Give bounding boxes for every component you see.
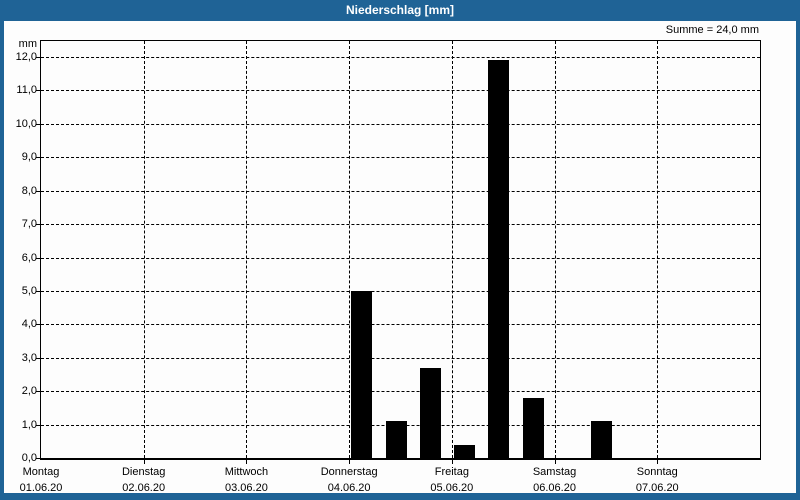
x-axis-tick bbox=[349, 460, 351, 464]
window-title: Niederschlag [mm] bbox=[345, 3, 455, 17]
x-axis-date-label: 06.06.20 bbox=[533, 482, 576, 494]
window-titlebar: Niederschlag [mm] bbox=[0, 0, 800, 21]
horizontal-gridline bbox=[41, 90, 760, 92]
y-axis-tick bbox=[36, 57, 41, 58]
vertical-gridline bbox=[246, 41, 248, 458]
precipitation-bar bbox=[591, 421, 613, 458]
y-axis-tick-label: 1,0 bbox=[21, 418, 37, 431]
precipitation-bar bbox=[385, 421, 407, 458]
y-axis-tick-label: 2,0 bbox=[21, 385, 37, 398]
y-axis-tick bbox=[36, 290, 41, 292]
precipitation-bar bbox=[454, 444, 476, 458]
vertical-gridline bbox=[657, 41, 659, 458]
y-axis-tick bbox=[36, 324, 41, 326]
x-axis-day-label: Dienstag bbox=[121, 466, 166, 478]
y-axis-tick-label: 3,0 bbox=[21, 351, 37, 364]
precipitation-bar bbox=[522, 397, 544, 458]
x-axis-tick bbox=[451, 460, 453, 464]
x-axis-date-label: 05.06.20 bbox=[430, 482, 474, 494]
y-axis-tick-label: 5,0 bbox=[21, 284, 37, 297]
x-axis-day-label: Mittwoch bbox=[224, 466, 269, 478]
y-axis-tick bbox=[36, 224, 41, 226]
horizontal-gridline bbox=[41, 357, 760, 359]
y-axis-tick bbox=[36, 357, 41, 359]
horizontal-gridline bbox=[41, 190, 760, 192]
window-border-left bbox=[0, 21, 4, 500]
y-axis-tick bbox=[36, 391, 41, 393]
vertical-gridline bbox=[143, 41, 145, 458]
horizontal-gridline bbox=[41, 57, 760, 58]
y-axis-tick-label: 0,0 bbox=[21, 452, 37, 464]
x-axis-day-label: Montag bbox=[22, 466, 60, 478]
x-axis-date-label: 07.06.20 bbox=[635, 482, 679, 494]
x-axis-date-label: 01.06.20 bbox=[19, 482, 63, 494]
horizontal-gridline bbox=[41, 157, 760, 159]
horizontal-gridline bbox=[41, 324, 760, 326]
y-axis-tick-label: 11,0 bbox=[16, 84, 37, 97]
vertical-gridline bbox=[554, 41, 556, 458]
window-border-bottom bbox=[0, 493, 800, 500]
y-axis-tick-label: 12,0 bbox=[15, 51, 37, 63]
x-axis-day-label: Freitag bbox=[434, 466, 469, 478]
horizontal-gridline bbox=[41, 224, 760, 226]
x-axis-day-label: Donnerstag bbox=[320, 466, 378, 478]
y-axis-tick bbox=[36, 90, 41, 92]
window-border-right bbox=[796, 21, 800, 500]
precipitation-bar bbox=[419, 367, 441, 458]
y-axis-tick-label: 7,0 bbox=[21, 218, 37, 231]
y-axis-tick-label: 6,0 bbox=[21, 251, 37, 264]
precipitation-bar bbox=[351, 290, 373, 458]
x-axis-day-label: Sonntag bbox=[636, 466, 678, 478]
y-axis-tick bbox=[36, 190, 41, 192]
x-axis-date-label: 03.06.20 bbox=[225, 482, 268, 494]
plot-area bbox=[40, 40, 761, 460]
vertical-gridline bbox=[349, 41, 351, 458]
y-axis-tick bbox=[36, 157, 41, 159]
x-axis-date-label: 04.06.20 bbox=[327, 482, 371, 494]
y-axis-tick bbox=[36, 257, 41, 259]
horizontal-gridline bbox=[41, 123, 760, 125]
y-axis-tick-label: 8,0 bbox=[21, 184, 37, 197]
horizontal-gridline bbox=[41, 290, 760, 292]
precipitation-bar bbox=[488, 60, 510, 458]
horizontal-gridline bbox=[41, 257, 760, 259]
horizontal-gridline bbox=[41, 391, 760, 393]
x-axis-date-label: 02.06.20 bbox=[122, 482, 166, 494]
y-axis-unit-label: mm bbox=[18, 38, 37, 50]
y-axis-tick bbox=[36, 123, 41, 125]
y-axis-tick-label: 9,0 bbox=[21, 151, 37, 164]
y-axis-tick bbox=[36, 424, 41, 426]
x-axis-tick bbox=[143, 460, 145, 464]
x-axis-tick bbox=[554, 460, 556, 464]
x-axis-tick bbox=[246, 460, 248, 464]
y-axis-tick-label: 4,0 bbox=[21, 318, 37, 331]
vertical-gridline bbox=[451, 41, 453, 458]
x-axis-day-label: Samstag bbox=[532, 466, 577, 478]
x-axis-tick bbox=[657, 460, 659, 464]
sum-annotation: Summe = 24,0 mm bbox=[665, 24, 759, 36]
y-axis-tick bbox=[36, 458, 41, 459]
y-axis-tick-label: 10,0 bbox=[15, 117, 37, 130]
